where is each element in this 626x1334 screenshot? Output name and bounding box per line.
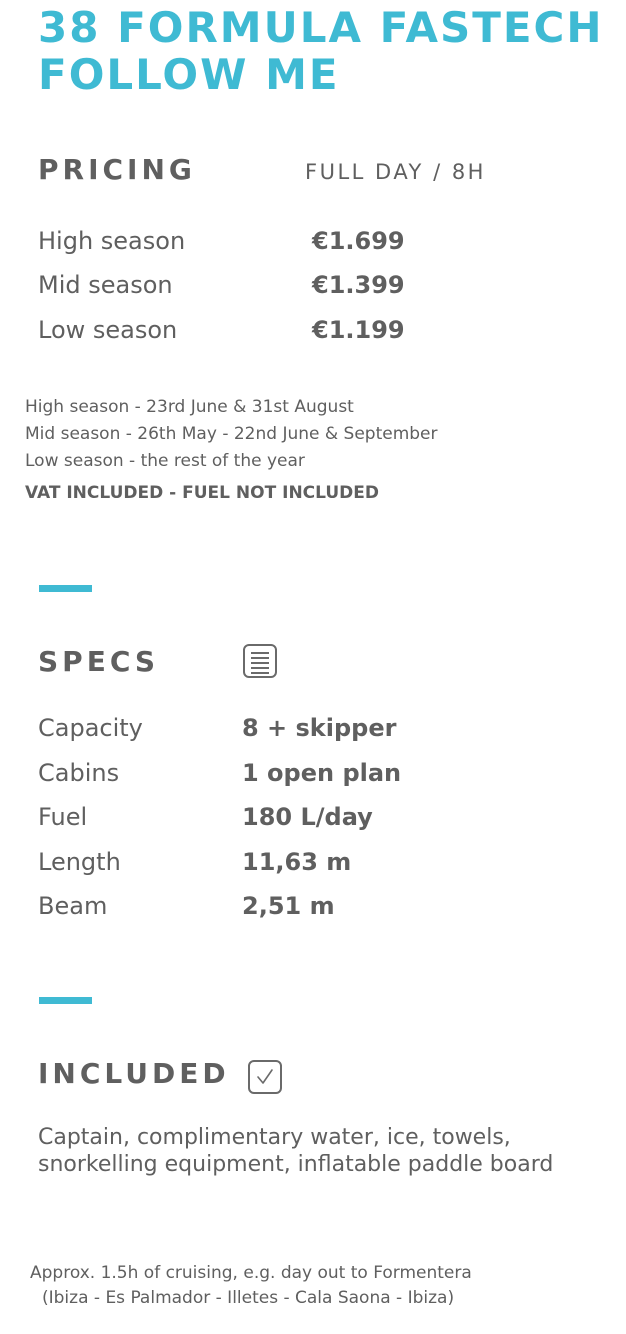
spec-value: 180 L/day <box>242 803 373 831</box>
spec-value: 1 open plan <box>242 759 402 787</box>
price-value: €1.699 <box>312 227 405 255</box>
season-note-low: Low season - the rest of the year <box>25 451 305 471</box>
spec-label: Cabins <box>38 759 120 787</box>
pricing-duration: FULL DAY / 8H <box>305 160 486 184</box>
spec-row-beam: Beam 2,51 m <box>38 891 598 921</box>
price-row-low: Low season €1.199 <box>38 315 598 345</box>
included-heading: INCLUDED <box>38 1057 230 1090</box>
spec-label: Fuel <box>38 803 88 831</box>
cruise-note: Approx. 1.5h of cruising, e.g. day out t… <box>30 1261 590 1311</box>
price-row-high: High season €1.699 <box>38 226 598 256</box>
vat-note: VAT INCLUDED - FUEL NOT INCLUDED <box>25 483 380 503</box>
spec-row-fuel: Fuel 180 L/day <box>38 802 598 832</box>
document-icon <box>243 644 277 678</box>
boat-title: 38 FORMULA FASTECH FOLLOW ME <box>38 4 604 98</box>
spec-label: Beam <box>38 892 108 920</box>
spec-value: 11,63 m <box>242 848 352 876</box>
season-note-high: High season - 23rd June & 31st August <box>25 397 354 417</box>
spec-value: 2,51 m <box>242 892 335 920</box>
season-notes: High season - 23rd June & 31st August Mi… <box>25 394 438 507</box>
cruise-note-line1: Approx. 1.5h of cruising, e.g. day out t… <box>30 1263 472 1283</box>
boat-title-line2: FOLLOW ME <box>38 50 340 99</box>
spec-label: Capacity <box>38 714 143 742</box>
spec-label: Length <box>38 848 121 876</box>
season-note-mid: Mid season - 26th May - 22nd June & Sept… <box>25 424 438 444</box>
price-value: €1.399 <box>312 271 405 299</box>
spec-row-length: Length 11,63 m <box>38 847 598 877</box>
price-value: €1.199 <box>312 316 405 344</box>
price-row-mid: Mid season €1.399 <box>38 270 598 300</box>
specs-heading: SPECS <box>38 645 160 678</box>
pricing-heading: PRICING <box>38 153 196 186</box>
checkbox-icon <box>248 1060 282 1094</box>
section-divider <box>39 997 92 1004</box>
section-divider <box>39 585 92 592</box>
price-label: Low season <box>38 316 178 344</box>
price-label: Mid season <box>38 271 173 299</box>
spec-value: 8 + skipper <box>242 714 397 742</box>
cruise-route: (Ibiza - Es Palmador - Illetes - Cala Sa… <box>42 1288 455 1308</box>
included-items: Captain, complimentary water, ice, towel… <box>38 1125 554 1177</box>
price-label: High season <box>38 227 186 255</box>
boat-title-line1: 38 FORMULA FASTECH <box>38 3 604 52</box>
spec-row-cabins: Cabins 1 open plan <box>38 758 598 788</box>
spec-row-capacity: Capacity 8 + skipper <box>38 713 598 743</box>
